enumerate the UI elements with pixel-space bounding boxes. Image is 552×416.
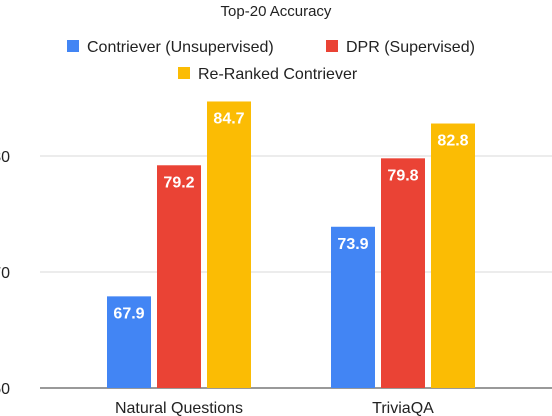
bar bbox=[207, 101, 251, 388]
legend-swatch bbox=[67, 40, 79, 52]
x-axis: Natural Questions TriviaQA bbox=[115, 400, 434, 416]
data-label: 79.8 bbox=[387, 167, 418, 184]
data-label: 79.2 bbox=[163, 174, 194, 191]
y-tick-label: 70 bbox=[0, 265, 10, 282]
data-label: 67.9 bbox=[113, 305, 144, 322]
bars bbox=[107, 101, 475, 389]
y-tick-label: 60 bbox=[0, 381, 10, 398]
legend-label: DPR (Supervised) bbox=[346, 39, 475, 56]
x-category-label: TriviaQA bbox=[372, 400, 434, 416]
bar bbox=[381, 158, 425, 388]
data-label: 82.8 bbox=[437, 133, 468, 150]
legend: Contriever (Unsupervised) DPR (Supervised… bbox=[67, 39, 475, 83]
bar bbox=[157, 165, 201, 388]
legend-label: Contriever (Unsupervised) bbox=[87, 39, 274, 56]
y-tick-label: 80 bbox=[0, 149, 10, 166]
x-category-label: Natural Questions bbox=[115, 400, 243, 416]
legend-swatch bbox=[178, 67, 190, 79]
data-label: 84.7 bbox=[213, 110, 244, 127]
data-label: 73.9 bbox=[337, 236, 368, 253]
bar bbox=[107, 296, 151, 388]
bar bbox=[431, 123, 475, 389]
legend-label: Re-Ranked Contriever bbox=[198, 66, 358, 83]
y-axis: 60 70 80 bbox=[0, 149, 10, 398]
chart-title: Top-20 Accuracy bbox=[221, 3, 332, 20]
legend-swatch bbox=[326, 40, 338, 52]
bar bbox=[331, 226, 375, 388]
data-labels: 67.9 79.2 84.7 73.9 79.8 82.8 bbox=[113, 110, 468, 322]
